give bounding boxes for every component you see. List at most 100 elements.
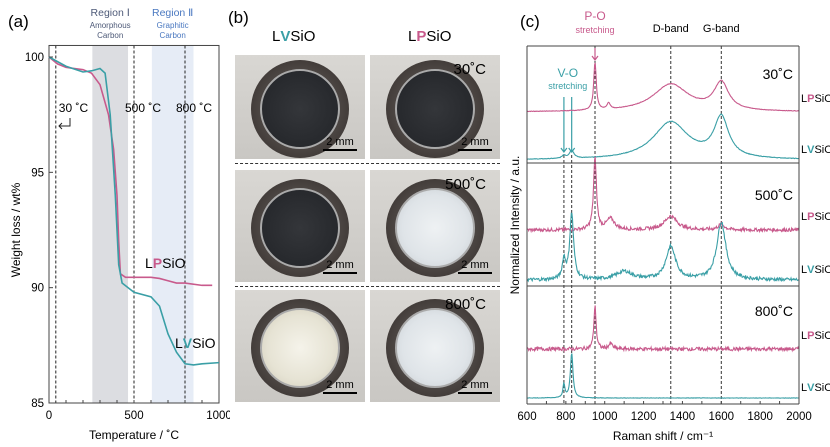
x-tick-label: 1400 xyxy=(670,411,696,423)
scale-bar: 2 mm xyxy=(323,136,357,151)
sample-photo: 2 mm xyxy=(235,170,365,282)
x-axis-label: Raman shift / cm⁻¹ xyxy=(613,429,713,443)
arrow-icon xyxy=(58,118,71,130)
scale-bar: 2 mm xyxy=(458,259,492,274)
sample-photo: 2 mm 30˚C xyxy=(370,55,500,159)
trace-label-lpsio: LPSiO xyxy=(801,93,830,105)
sample-powder xyxy=(260,308,340,389)
annotation-po-sub: stretching xyxy=(575,25,614,35)
sample-photo: 2 mm 500˚C xyxy=(370,170,500,282)
region-subtitle: Amorphous xyxy=(90,21,131,30)
y-tick-label: 90 xyxy=(31,283,44,295)
region-shade xyxy=(92,45,129,403)
x-tick-label: 500 xyxy=(124,410,143,422)
marker-label: 500 ˚C xyxy=(125,101,161,115)
legend-label-lpsio: LPSiO xyxy=(145,255,186,271)
y-tick-label: 100 xyxy=(25,52,44,64)
y-axis-label: Normalized Intensity / a.u. xyxy=(508,156,522,295)
column-header-lvsio: LVSiO xyxy=(272,28,316,45)
marker-label: 30 ˚C xyxy=(59,101,89,115)
x-tick-label: 800 xyxy=(556,411,575,423)
arrow-icon xyxy=(560,97,568,153)
sample-pellet xyxy=(386,179,484,278)
row-divider xyxy=(235,286,500,287)
scale-bar-label: 2 mm xyxy=(461,259,489,271)
temperature-label: 500˚C xyxy=(755,187,793,203)
x-tick-label: 600 xyxy=(517,411,536,423)
marker-label: 800 ˚C xyxy=(176,101,212,115)
temperature-label: 500˚C xyxy=(445,176,486,193)
series-lvsio xyxy=(48,56,220,366)
y-tick-label: 95 xyxy=(31,167,44,179)
panel-label-a: (a) xyxy=(8,12,29,31)
scale-bar: 2 mm xyxy=(323,379,357,394)
trace-label-lpsio: LPSiO xyxy=(801,330,830,342)
sample-photo: 2 mm xyxy=(235,55,365,159)
x-tick-label: 1600 xyxy=(708,411,734,423)
temperature-label: 30˚C xyxy=(453,61,486,78)
legend-label-lvsio: LVSiO xyxy=(175,335,216,351)
trace-label-lvsio: LVSiO xyxy=(801,264,830,276)
spectrum-lvsio xyxy=(526,113,799,160)
temperature-label: 30˚C xyxy=(763,66,793,82)
sample-pellet xyxy=(251,299,349,398)
spectrum-lpsio xyxy=(526,156,800,234)
scale-bar-label: 2 mm xyxy=(461,379,489,391)
trace-label-lvsio: LVSiO xyxy=(801,144,830,156)
region-title: Region Ⅱ xyxy=(152,7,193,19)
y-axis-label: Weight loss / wt% xyxy=(9,182,23,277)
x-tick-label: 1800 xyxy=(747,411,773,423)
y-tick-label: 85 xyxy=(31,398,44,410)
sample-pellet xyxy=(386,299,484,398)
region-subtitle: Carbon xyxy=(160,31,186,40)
sample-powder xyxy=(260,188,340,269)
annotation-vo-sub: stretching xyxy=(548,81,587,91)
sample-powder xyxy=(260,69,340,150)
annotation-d-band: D-band xyxy=(653,23,689,35)
series-lpsio xyxy=(48,56,213,287)
panel-label-b: (b) xyxy=(228,8,249,27)
temperature-label: 800˚C xyxy=(755,303,793,319)
scale-bar-label: 2 mm xyxy=(461,136,489,148)
x-tick-label: 1000 xyxy=(206,410,230,422)
spectrum-lpsio xyxy=(526,305,800,353)
region-subtitle: Graphitic xyxy=(157,21,189,30)
x-tick-label: 2000 xyxy=(786,411,812,423)
x-axis-label: Temperature / ˚C xyxy=(89,428,179,442)
sample-powder xyxy=(395,69,475,150)
annotation-g-band: G-band xyxy=(703,23,740,35)
trace-label-lvsio: LVSiO xyxy=(801,382,830,394)
annotation-po: P-O xyxy=(584,9,605,23)
spectrum-lpsio xyxy=(527,62,799,113)
trace-label-lpsio: LPSiO xyxy=(801,211,830,223)
scale-bar-label: 2 mm xyxy=(326,136,354,148)
scale-bar: 2 mm xyxy=(458,379,492,394)
region-subtitle: Carbon xyxy=(97,31,123,40)
scale-bar: 2 mm xyxy=(458,136,492,151)
sample-pellet xyxy=(386,60,484,159)
arrow-icon xyxy=(591,48,599,61)
annotation-vo: V-O xyxy=(557,66,578,80)
row-divider xyxy=(235,163,500,164)
scale-bar-label: 2 mm xyxy=(326,379,354,391)
sample-pellet xyxy=(251,60,349,159)
sample-pellet xyxy=(251,179,349,278)
scale-bar: 2 mm xyxy=(323,259,357,274)
column-header-lpsio: LPSiO xyxy=(408,28,452,45)
x-tick-label: 1000 xyxy=(592,411,618,423)
x-tick-label: 0 xyxy=(46,410,52,422)
arrow-icon xyxy=(568,97,576,153)
sample-photo: 2 mm 800˚C xyxy=(370,290,500,402)
spectrum-lvsio xyxy=(526,353,799,399)
spectrum-lvsio xyxy=(526,212,799,283)
panel-label-c: (c) xyxy=(520,12,540,31)
sample-photo: 2 mm xyxy=(235,290,365,402)
sample-powder xyxy=(395,188,475,269)
x-tick-label: 1200 xyxy=(631,411,657,423)
temperature-label: 800˚C xyxy=(445,296,486,313)
sample-powder xyxy=(395,308,475,389)
scale-bar-label: 2 mm xyxy=(326,259,354,271)
